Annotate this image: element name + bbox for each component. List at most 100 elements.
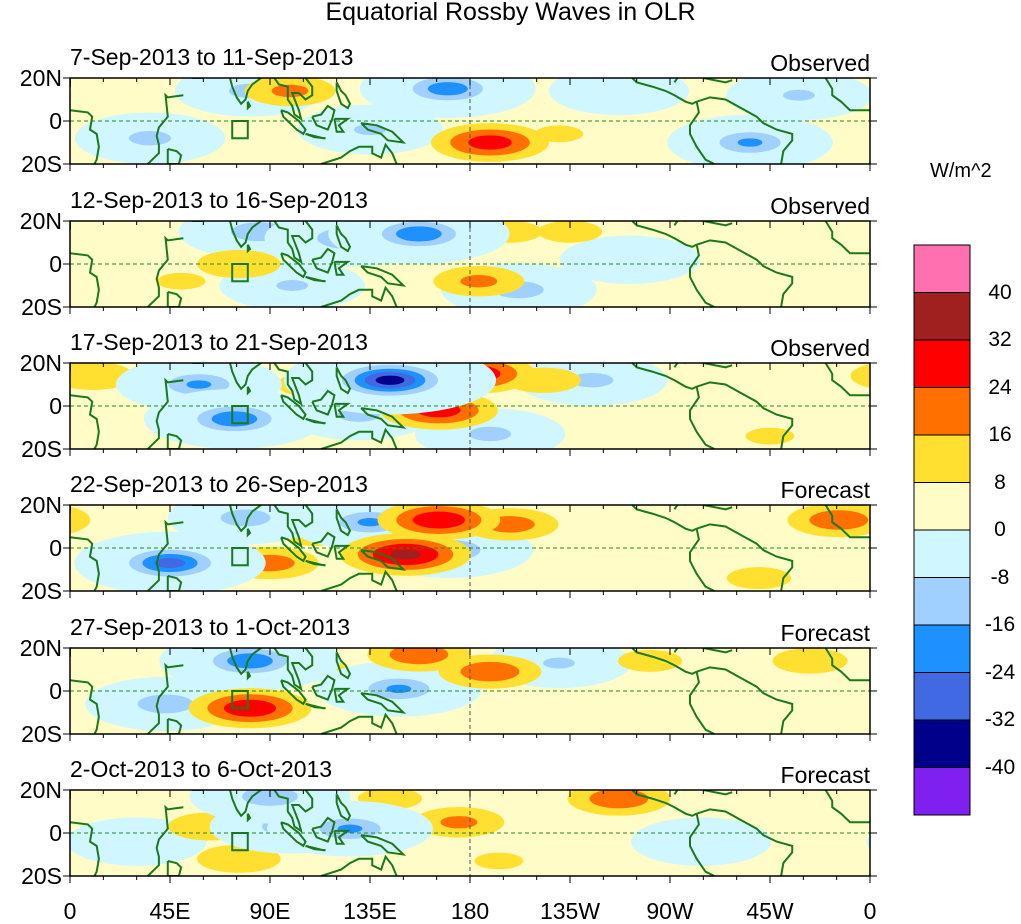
coastline <box>320 142 398 164</box>
anomaly-contour <box>726 567 792 590</box>
coastline <box>70 394 100 449</box>
y-tick-label: 0 <box>49 108 62 134</box>
anomaly-contour <box>276 280 309 291</box>
coastline <box>147 662 184 734</box>
coastline <box>311 247 336 274</box>
coastline <box>311 816 336 843</box>
coastline <box>320 712 398 734</box>
coastline <box>631 505 698 532</box>
coastline <box>305 417 326 425</box>
coastline <box>229 505 262 533</box>
anomaly-contour <box>427 82 468 96</box>
coastline <box>246 813 252 823</box>
colorbar-label: -40 <box>984 755 1016 779</box>
panel-kind-label: Observed <box>770 50 870 76</box>
anomaly-contour <box>386 684 412 694</box>
coastline <box>246 101 252 111</box>
coastline <box>703 363 733 369</box>
anomaly-contour <box>772 648 848 674</box>
colorbar-box <box>913 339 971 388</box>
map-panel-1 <box>63 77 877 171</box>
coastline <box>673 221 686 226</box>
x-tick-label: 45W <box>746 898 794 924</box>
coastline <box>631 790 698 817</box>
coastline <box>696 239 794 307</box>
coastline <box>824 790 870 824</box>
coastline <box>824 505 870 539</box>
panel-field <box>70 78 870 164</box>
panel-kind-label: Forecast <box>780 620 870 646</box>
y-tick-label: 0 <box>49 393 62 419</box>
panel-title: 27-Sep-2013 to 1-Oct-2013 <box>70 614 351 640</box>
anomaly-contour <box>631 817 772 866</box>
coastline <box>229 78 262 106</box>
coastline <box>280 252 307 279</box>
coastline <box>360 122 407 144</box>
coastline <box>335 508 352 537</box>
coastline <box>320 569 398 591</box>
index-box <box>231 263 249 283</box>
anomaly-contour <box>375 375 405 385</box>
anomaly-contour <box>186 380 212 389</box>
colorbar-label: 16 <box>988 423 1012 446</box>
coastline <box>696 381 794 449</box>
coastline <box>246 244 252 254</box>
coastline <box>311 104 336 131</box>
coastline <box>335 651 352 680</box>
coastline <box>246 528 252 538</box>
coastline <box>824 648 870 682</box>
coastline <box>320 427 398 449</box>
colorbar-box <box>913 244 971 293</box>
anomaly-contour <box>617 649 683 672</box>
coastline <box>147 92 184 164</box>
coastline <box>70 109 100 164</box>
colorbar-label: -8 <box>990 565 1010 589</box>
index-box <box>231 405 249 425</box>
coastline <box>273 363 314 407</box>
anomaly-contour <box>809 510 869 530</box>
coastline <box>335 81 352 110</box>
coastline <box>703 505 733 511</box>
coastline <box>703 790 733 796</box>
coastline <box>229 790 262 818</box>
coastline <box>273 790 314 834</box>
coastline <box>824 78 870 112</box>
coastline <box>673 363 686 368</box>
anomaly-contour <box>559 235 701 284</box>
anomaly-contour <box>571 372 614 388</box>
colorbar-unit: W/m^2 <box>930 160 992 182</box>
coastline <box>305 132 326 140</box>
chart-title: Equatorial Rossby Waves in OLR <box>325 0 696 26</box>
anomaly-contour <box>542 657 575 669</box>
colorbar-label: 40 <box>988 280 1012 304</box>
y-tick-label: 20N <box>19 208 62 234</box>
anomaly-contour <box>412 511 465 529</box>
coastline <box>335 366 352 395</box>
index-box <box>231 832 249 852</box>
anomaly-contour <box>460 661 520 682</box>
coastline <box>147 235 184 307</box>
y-tick-label: 20N <box>19 350 62 376</box>
coastline <box>229 648 262 676</box>
coastline <box>273 648 314 692</box>
coastline <box>280 394 307 421</box>
coastline <box>824 221 870 255</box>
coastline <box>696 523 794 591</box>
coastline <box>246 386 252 396</box>
y-tick-label: 20S <box>21 578 62 604</box>
colorbar-box <box>913 624 971 673</box>
panel-kind-label: Forecast <box>780 762 870 788</box>
colorbar-box <box>913 387 971 436</box>
coastline <box>696 96 794 164</box>
coastline <box>335 224 352 253</box>
anomaly-contour <box>589 790 649 809</box>
colorbar-box <box>913 719 971 768</box>
coastline <box>70 821 100 876</box>
coastline <box>147 804 184 876</box>
colorbar-box <box>913 529 971 578</box>
panel-kind-label: Observed <box>770 335 870 361</box>
panel-title: 22-Sep-2013 to 26-Sep-2013 <box>70 471 368 497</box>
coastline <box>70 536 100 591</box>
coastline <box>696 808 794 876</box>
